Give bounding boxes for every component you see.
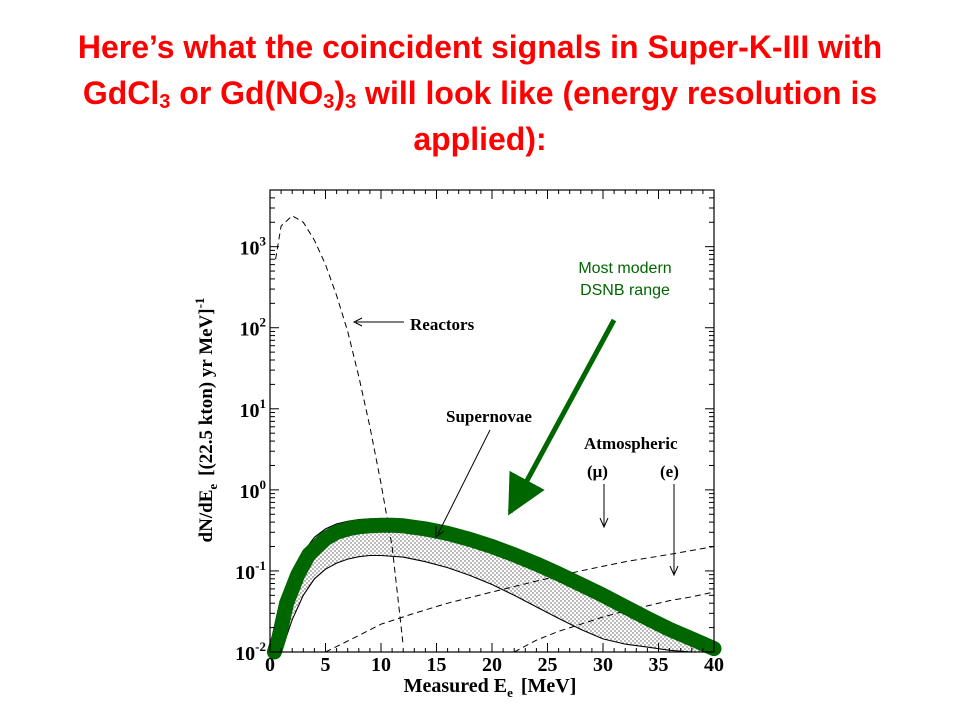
y-tick-label: 100	[240, 477, 267, 503]
x-tick-label: 20	[482, 654, 502, 676]
slide-title: Here’s what the coincident signals in Su…	[77, 29, 883, 157]
series-atmospheric	[325, 546, 715, 653]
series-atmospheric-e	[513, 591, 715, 653]
x-tick-label: 25	[538, 654, 558, 676]
series-supernovae-lower	[280, 554, 692, 653]
x-tick-label: 35	[649, 654, 669, 676]
atmospheric-mu-pointer-head	[599, 517, 609, 529]
atmospheric-e-label: (e)	[660, 462, 679, 481]
x-tick-label: 5	[321, 654, 331, 676]
x-tick-label: 15	[427, 654, 447, 676]
series-reactors	[275, 215, 404, 646]
x-tick-label: 30	[593, 654, 613, 676]
dsnb-range-label: Most modern DSNB range	[560, 258, 690, 302]
x-tick-labels: 0 5 10 15 20 25 30 35 40	[265, 654, 724, 676]
y-axis-label: dN/dEe[(22.5 kton) yr MeV]-1	[192, 298, 220, 543]
supernovae-pointer	[437, 429, 491, 535]
supernovae-label: Supernovae	[446, 407, 532, 426]
x-tick-label: 10	[371, 654, 391, 676]
supernovae-pointer-head	[435, 526, 445, 538]
x-tick-label: 0	[265, 654, 275, 676]
y-tick-label: 102	[240, 315, 267, 341]
dsnb-label-line1: Most modern	[578, 260, 672, 277]
x-tick-label: 40	[704, 654, 724, 676]
y-tick-labels: 10-2 10-1 100 101 102 103	[235, 234, 266, 665]
series-most-modern-dsnb-range	[266, 517, 722, 660]
y-tick-label: 10-2	[235, 639, 266, 665]
atmospheric-e-pointer-head	[669, 565, 679, 577]
y-tick-label: 10-1	[235, 558, 266, 584]
y-tick-label: 103	[240, 234, 267, 260]
y-tick-label: 101	[240, 396, 267, 422]
x-axis-label: Measured Ee [MeV]	[404, 675, 577, 700]
reactors-label: Reactors	[410, 315, 475, 334]
series-layer	[266, 215, 722, 660]
dsnb-label-line2: DSNB range	[580, 282, 670, 299]
dsnb-arrow	[507, 318, 617, 516]
atmospheric-label: Atmospheric	[584, 434, 678, 453]
reactors-pointer-head	[352, 317, 363, 327]
axis-ticks	[269, 189, 715, 653]
atmospheric-mu-label: (μ)	[587, 462, 608, 481]
